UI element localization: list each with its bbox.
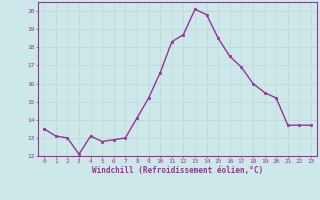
X-axis label: Windchill (Refroidissement éolien,°C): Windchill (Refroidissement éolien,°C) — [92, 166, 263, 175]
